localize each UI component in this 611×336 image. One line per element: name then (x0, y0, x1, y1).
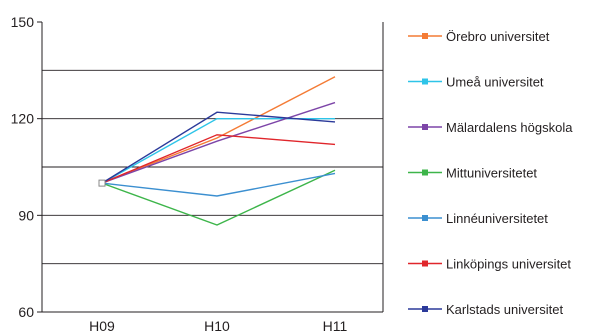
legend-marker[interactable] (422, 215, 428, 221)
axes (41, 22, 384, 313)
x-tick-label: H10 (204, 318, 230, 334)
y-tick-label: 90 (18, 207, 34, 223)
legend-marker[interactable] (422, 33, 428, 39)
legend-label[interactable]: Mittuniversitetet (446, 166, 537, 181)
legend-marker[interactable] (422, 124, 428, 130)
series-line-5 (101, 134, 336, 184)
legend-label[interactable]: Örebro universitet (446, 29, 550, 44)
series-line-6 (101, 111, 336, 184)
series-line-3 (101, 169, 336, 226)
legend-marker[interactable] (422, 260, 428, 267)
y-tick-labels: 60 90 120 150 (11, 14, 42, 320)
start-marker (98, 179, 106, 187)
x-tick-label: H09 (89, 318, 115, 334)
x-tick-label: H11 (323, 318, 348, 334)
legend-marker[interactable] (422, 169, 428, 176)
y-tick-label: 150 (11, 14, 35, 30)
legend-label[interactable]: Linköpings universitet (446, 257, 571, 272)
series-line-0 (101, 76, 336, 184)
legend-marker[interactable] (422, 306, 428, 312)
legend[interactable]: Örebro universitet Umeå universitet Mälard… (408, 29, 573, 317)
y-tick-label: 60 (18, 304, 34, 320)
series-line-2 (101, 101, 336, 184)
series-lines (98, 76, 336, 226)
x-tick-labels: H09 H10 H11 (89, 318, 347, 334)
series-line-4 (101, 172, 336, 197)
legend-marker[interactable] (422, 78, 428, 85)
gridlines (42, 69, 383, 265)
legend-label[interactable]: Linnéuniversitetet (446, 211, 548, 226)
legend-label[interactable]: Umeå universitet (446, 75, 544, 90)
legend-label[interactable]: Karlstads universitet (446, 302, 563, 317)
series-line-1 (101, 117, 335, 184)
y-tick-label: 120 (11, 111, 35, 127)
legend-label[interactable]: Mälardalens högskola (446, 120, 573, 135)
